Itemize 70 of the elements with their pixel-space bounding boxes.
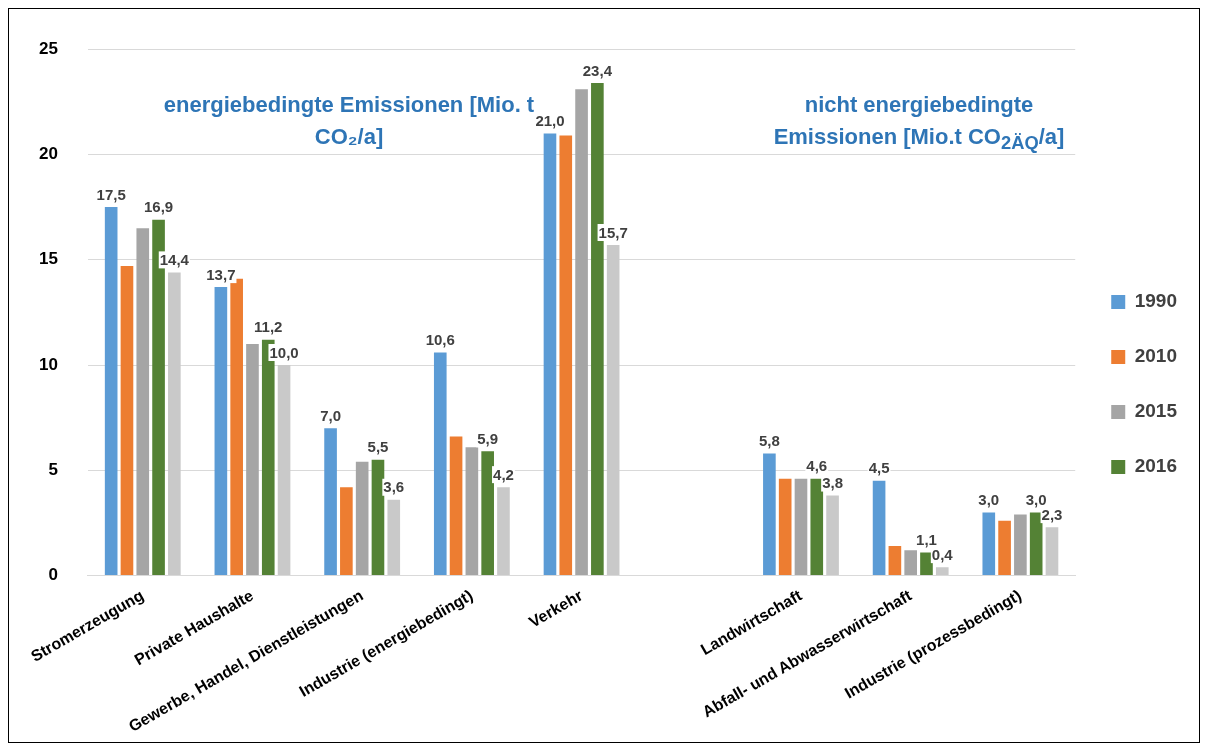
- data-label: 3,6: [383, 478, 405, 496]
- annotation: energiebedingte Emissionen [Mio. t CO₂/a]: [163, 92, 535, 149]
- legend-label: 1990: [1134, 290, 1178, 312]
- bar: [120, 266, 134, 576]
- data-label: 11,2: [254, 318, 283, 336]
- legend-label: 2010: [1134, 345, 1178, 367]
- bar: [575, 89, 588, 576]
- bar: [497, 487, 510, 576]
- bar: [888, 546, 902, 576]
- bar: [606, 245, 620, 576]
- bar: [465, 447, 479, 576]
- y-tick-label: 25: [38, 38, 58, 58]
- data-label: 5,9: [477, 429, 499, 447]
- y-tick-label: 5: [48, 459, 58, 479]
- data-label: 10,0: [269, 343, 299, 361]
- data-label: 7,0: [320, 406, 341, 424]
- bar: [340, 487, 353, 576]
- bar: [168, 272, 181, 576]
- data-label: 14,4: [159, 251, 190, 269]
- bar: [778, 478, 792, 576]
- data-label: 23,4: [582, 61, 613, 79]
- bar: [214, 287, 228, 576]
- bar: [794, 478, 808, 576]
- bar: [433, 352, 447, 576]
- bar: [387, 499, 401, 576]
- data-label: 5,8: [758, 432, 780, 450]
- bar: [763, 453, 776, 576]
- bar: [1014, 514, 1027, 576]
- bar: [355, 461, 369, 576]
- bar: [1045, 527, 1059, 576]
- data-label: 4,6: [806, 457, 828, 475]
- y-tick-label: 20: [38, 144, 58, 164]
- legend-label: 2016: [1134, 455, 1178, 477]
- bar: [904, 550, 917, 576]
- bar: [481, 451, 494, 576]
- bar: [872, 480, 886, 576]
- bar: [920, 552, 933, 576]
- data-label: 2,3: [1041, 505, 1063, 523]
- bar: [982, 512, 996, 576]
- bar: [935, 567, 949, 576]
- data-label: 17,5: [96, 185, 126, 203]
- bar: [559, 135, 573, 576]
- y-tick-label: 15: [38, 249, 58, 269]
- data-label: 5,5: [367, 438, 389, 456]
- bar: [277, 365, 291, 576]
- data-label: 16,9: [143, 198, 174, 216]
- bar: [543, 133, 557, 576]
- bar: [998, 520, 1011, 576]
- bar: [371, 459, 385, 576]
- bar: [826, 495, 839, 576]
- bar: [1029, 512, 1043, 576]
- bar: [136, 228, 150, 576]
- data-label: 13,7: [206, 265, 236, 283]
- bar: [246, 343, 259, 576]
- data-label: 10,6: [425, 331, 455, 349]
- bar: [324, 428, 337, 576]
- y-tick-label: 10: [38, 354, 58, 374]
- data-label: 21,0: [535, 112, 565, 130]
- annotation: nicht energiebedingte Emissionen [Mio.t CO$_{2ÄQ}$/a]: [772, 91, 1066, 156]
- data-label: 4,5: [868, 459, 890, 477]
- data-label: 4,2: [493, 465, 514, 483]
- data-label: 3,8: [822, 474, 843, 492]
- bar: [449, 436, 463, 576]
- data-label: 0,4: [931, 545, 954, 563]
- bar: [104, 207, 118, 576]
- data-label: 3,0: [978, 491, 1000, 509]
- bar: [810, 478, 824, 576]
- y-tick-label: 0: [48, 565, 58, 585]
- legend-label: 2015: [1134, 400, 1178, 422]
- data-label: 15,7: [598, 223, 628, 241]
